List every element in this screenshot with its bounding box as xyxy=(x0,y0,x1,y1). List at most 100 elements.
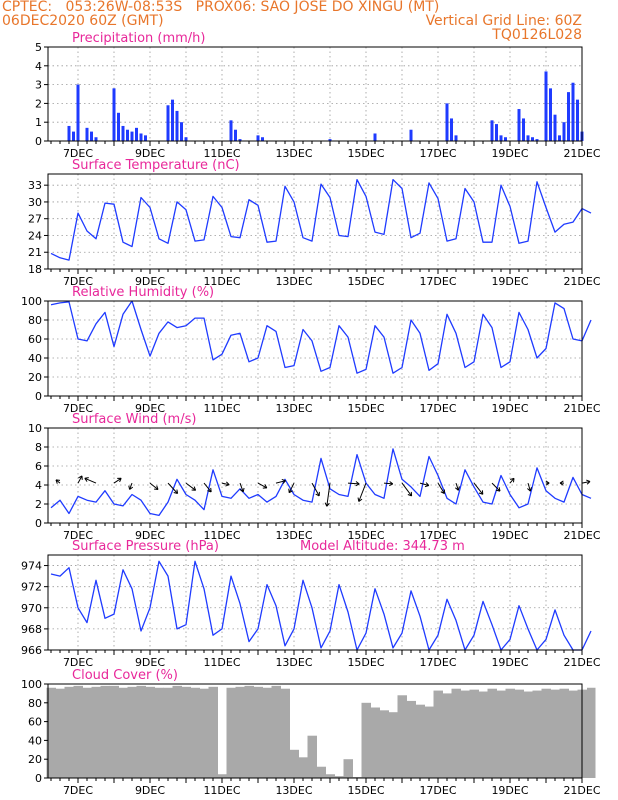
wind-vector xyxy=(311,482,320,497)
cloud-xtick-label: 19DEC xyxy=(491,784,528,797)
cloud-title: Cloud Cover (%) xyxy=(72,668,178,683)
precip-bar xyxy=(72,131,75,141)
precip-bar xyxy=(166,105,170,141)
precip-bar xyxy=(571,82,575,141)
rh-series-line xyxy=(50,300,592,374)
precip-bar xyxy=(409,129,413,141)
temp-xtick-label: 21DEC xyxy=(563,275,600,288)
precip-frame xyxy=(47,46,583,142)
wind-vector-head xyxy=(454,486,460,491)
precip-xtick-label: 13DEC xyxy=(275,147,312,160)
wind-vector-head xyxy=(225,481,230,487)
wind-vector-head xyxy=(191,486,197,491)
wind-vector-head xyxy=(495,487,501,492)
precip-bar xyxy=(445,103,449,141)
cloud-xtick-label: 11DEC xyxy=(203,784,240,797)
precip-bar xyxy=(139,133,143,141)
wind-vector xyxy=(509,477,515,484)
rh-ytick-label: 20 xyxy=(28,371,42,384)
cloud-area-bar xyxy=(91,686,101,778)
precip-bar xyxy=(522,118,525,141)
temp-title: Surface Temperature (nC) xyxy=(72,158,240,173)
rh-xtick-label: 17DEC xyxy=(419,402,456,415)
precip-bar xyxy=(130,131,134,141)
precip-xtick-label: 19DEC xyxy=(491,147,528,160)
wind-vector-head xyxy=(545,480,550,486)
cloud-xtick-label: 21DEC xyxy=(563,784,600,797)
pressure-ytick-label: 968 xyxy=(21,623,42,636)
cloud-area-bar xyxy=(370,707,380,778)
temp-series-line xyxy=(50,178,592,261)
cloud-area-bar xyxy=(514,689,524,778)
header-grid-note: Vertical Grid Line: 60Z xyxy=(425,13,582,29)
wind-vector-head xyxy=(84,477,89,482)
precip-bar xyxy=(256,135,260,141)
cloud-ytick-label: 60 xyxy=(28,716,42,729)
cloud-area-bar xyxy=(541,688,551,778)
precip-title: Precipitation (mm/h) xyxy=(72,31,205,46)
cloud-area-bar xyxy=(433,690,443,778)
cloud-area-bar xyxy=(199,688,209,778)
cloud-area-bar xyxy=(478,691,488,778)
cloud-area-bar xyxy=(469,689,479,778)
temp-xtick-label: 7DEC xyxy=(63,275,93,288)
rh-xtick-label: 7DEC xyxy=(63,402,93,415)
pressure-ytick-label: 966 xyxy=(21,644,42,657)
wind-vector-head xyxy=(407,491,413,497)
wind-xtick-label: 19DEC xyxy=(491,529,528,542)
precip-bar xyxy=(229,120,233,141)
temp-xtick-label: 11DEC xyxy=(203,275,240,288)
precip-xtick-label: 7DEC xyxy=(63,147,93,160)
pressure-annotation: Model Altitude: 344.73 m xyxy=(300,539,465,554)
header-run-date: 06DEC2020 60Z (GMT) xyxy=(2,13,164,29)
precip-bar xyxy=(171,99,174,141)
cloud-area-bar xyxy=(73,685,83,778)
pressure-xtick-label: 17DEC xyxy=(419,656,456,669)
wind-vector-head xyxy=(586,479,591,485)
wind-vector-head xyxy=(55,479,61,484)
cloud-xtick-label: 13DEC xyxy=(275,784,312,797)
rh-ytick-label: 100 xyxy=(21,295,42,308)
pressure-title: Surface Pressure (hPa) xyxy=(72,539,219,554)
precip-bar xyxy=(567,92,570,141)
precip-ytick-label: 3 xyxy=(35,79,42,92)
wind-series-line xyxy=(50,448,592,517)
wind-vector xyxy=(347,482,360,485)
precip-bar xyxy=(576,99,579,141)
cloud-area-bar xyxy=(280,688,290,778)
cloud-area-bar xyxy=(163,687,173,778)
wind-vector-head xyxy=(262,484,268,489)
precip-bar xyxy=(85,127,89,141)
temp-frame xyxy=(47,173,583,270)
precip-xtick-label: 15DEC xyxy=(347,147,384,160)
header-model-id: TQ0126L028 xyxy=(492,27,582,43)
cloud-area-bar xyxy=(397,695,407,778)
precip-bar xyxy=(234,129,237,141)
wind-vector xyxy=(455,482,459,491)
wind-vector xyxy=(527,482,531,492)
cloud-ytick-label: 20 xyxy=(28,753,42,766)
temp-ytick-label: 33 xyxy=(28,179,42,192)
precip-xtick-label: 21DEC xyxy=(563,147,600,160)
precip-bar xyxy=(175,110,179,141)
cloud-area-bar xyxy=(343,759,353,778)
temp-xtick-label: 13DEC xyxy=(275,275,312,288)
cloud-xtick-label: 9DEC xyxy=(135,784,165,797)
wind-vector-head xyxy=(239,487,245,493)
wind-vector xyxy=(257,482,268,489)
wind-ytick-label: 10 xyxy=(28,422,42,435)
cloud-area-bar xyxy=(587,687,596,778)
pressure-xtick-label: 9DEC xyxy=(135,656,165,669)
cloud-frame xyxy=(47,683,583,779)
cloud-xtick-label: 17DEC xyxy=(419,784,456,797)
cloud-area-bar xyxy=(190,687,200,778)
cloud-area-bar xyxy=(505,688,515,778)
cloud-area-bar xyxy=(361,702,371,778)
wind-ytick-label: 2 xyxy=(35,498,42,511)
cloud-area-bar xyxy=(100,685,110,778)
cloud-area-bar xyxy=(226,687,236,778)
wind-vector xyxy=(581,481,591,484)
precip-bar xyxy=(454,135,458,141)
cloud-area-bar xyxy=(262,687,272,778)
